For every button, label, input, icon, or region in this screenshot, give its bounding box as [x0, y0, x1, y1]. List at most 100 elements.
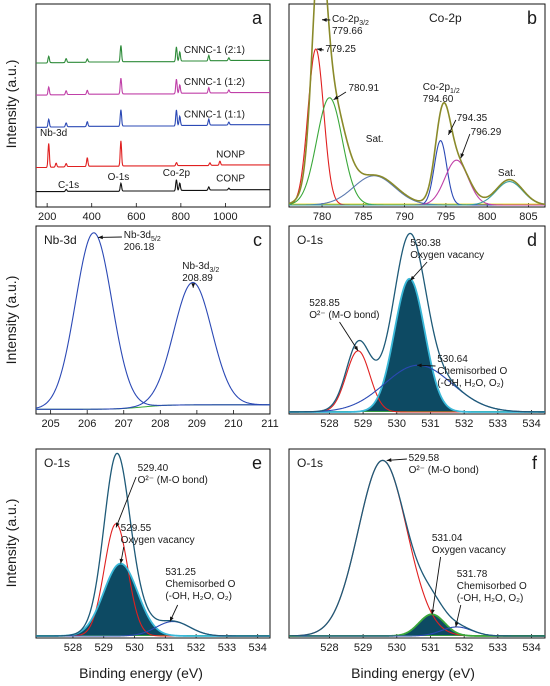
component-peak [289, 181, 546, 206]
annotation-arrow-head [448, 129, 453, 135]
oxygen-vacancy-area [289, 278, 545, 412]
annotation-arrow-head [322, 17, 327, 22]
x-tick-label: 790 [395, 211, 413, 223]
x-tick-label: 785 [354, 211, 372, 223]
series-line [36, 45, 270, 64]
peak-label-co2p12-value: 794.60 [423, 94, 454, 105]
peak-label: 794.35 [457, 113, 488, 124]
panel-title: Nb-3d [44, 233, 77, 247]
peak-name-label: Chemisorbed O [165, 579, 235, 590]
annotation-label: Co-2p [163, 168, 191, 179]
annotation-arrow-head [417, 363, 422, 368]
y-axis-title-top: Intensity (a.u.) [3, 60, 19, 149]
x-tick-label: 400 [83, 211, 101, 223]
annotation-arrow-head [119, 558, 124, 564]
x-tick-label: 800 [172, 211, 190, 223]
envelope-curve [288, 459, 545, 637]
annotation-arrow-head [98, 235, 103, 240]
panel-title: O-1s [297, 456, 323, 470]
x-tick-label: 532 [187, 642, 205, 654]
x-tick-label: 533 [489, 418, 507, 430]
peak-value-label: 530.64 [437, 354, 468, 365]
satellite-label: Sat. [498, 168, 516, 179]
peak-name-label: O²⁻ (M-O bond) [138, 475, 208, 486]
x-tick-label: 529 [95, 642, 113, 654]
x-tick-label: 205 [41, 418, 59, 430]
annotation-arrow-head [454, 622, 459, 627]
x-tick-label: 530 [388, 642, 406, 654]
oxygen-vacancy-area [36, 563, 270, 636]
peak-label-co2p12-name: Co-2p1/2 [423, 82, 460, 95]
component-peak [36, 562, 270, 637]
annotation-arrow-head [430, 609, 435, 615]
x-tick-label: 211 [261, 418, 279, 430]
annotation-arrow-head [317, 47, 322, 52]
peak-value-label: 530.38 [410, 238, 441, 249]
series-line [36, 179, 270, 193]
envelope-curve [36, 452, 270, 637]
plot-frame [288, 448, 546, 639]
annotation-label: Nb-3d [40, 128, 67, 139]
peak-name-label: (-OH, H₂O, O₂) [165, 591, 232, 602]
x-tick-label: 529 [354, 418, 372, 430]
peak-name-label: Oxygen vacancy [410, 250, 484, 261]
peak-label-nb3d52-name: Nb-3d5/2 [124, 230, 161, 243]
annotation-arrow-head [115, 522, 120, 528]
x-tick-label: 200 [38, 211, 56, 223]
annotation-arrow-line [339, 321, 359, 352]
peak-label-nb3d32-value: 208.89 [182, 273, 213, 284]
annotation-arrow-head [191, 283, 196, 288]
peak-name-label: Chemisorbed O [457, 581, 527, 592]
series-legend-label: CNNC-1 (1:1) [184, 109, 245, 120]
panel-title: O-1s [44, 456, 70, 470]
x-axis-title-left: Binding energy (eV) [79, 665, 203, 681]
x-tick-label: 210 [224, 418, 242, 430]
peak-label: 796.29 [471, 127, 502, 138]
series-legend-label: NONP [216, 150, 245, 161]
series-legend-label: CNNC-1 (1:2) [184, 77, 245, 88]
y-axis-title-bottom: Intensity (a.u.) [3, 499, 19, 588]
panel-title: Co-2p [429, 11, 462, 25]
series-line [36, 140, 270, 169]
plot-frame [35, 448, 271, 639]
annotation-arrow-head [169, 616, 174, 622]
x-tick-label: 528 [64, 642, 82, 654]
component-peak [35, 232, 270, 409]
x-tick-label: 207 [115, 418, 133, 430]
x-tick-label: 533 [489, 642, 507, 654]
series-legend-label: CONP [216, 174, 245, 185]
panel-label: f [532, 453, 538, 473]
x-tick-label: 795 [437, 211, 455, 223]
plot-frame [35, 3, 271, 208]
peak-label: 780.91 [348, 83, 379, 94]
panel-label: c [253, 230, 262, 250]
x-tick-label: 531 [156, 642, 174, 654]
peak-value-label: 531.25 [165, 567, 196, 578]
series-line [36, 109, 270, 128]
annotation-arrow-head [386, 458, 392, 463]
x-tick-label: 209 [188, 418, 206, 430]
peak-value-label: 529.40 [138, 463, 169, 474]
peak-value-label: 529.55 [121, 523, 152, 534]
x-tick-label: 208 [151, 418, 169, 430]
peak-value-label: 531.78 [457, 569, 488, 580]
x-tick-label: 531 [421, 642, 439, 654]
peak-label: 779.25 [325, 44, 356, 55]
peak-name-label: (-OH, H₂O, O₂) [437, 378, 504, 389]
x-tick-label: 534 [522, 418, 540, 430]
x-tick-label: 534 [249, 642, 267, 654]
peak-name-label: O²⁻ (M-O bond) [409, 465, 479, 476]
x-tick-label: 600 [127, 211, 145, 223]
peak-name-label: Chemisorbed O [437, 366, 507, 377]
plot-frame [35, 225, 271, 415]
x-tick-label: 530 [125, 642, 143, 654]
x-tick-label: 534 [522, 642, 540, 654]
component-peak [36, 281, 271, 410]
x-tick-label: 528 [320, 418, 338, 430]
